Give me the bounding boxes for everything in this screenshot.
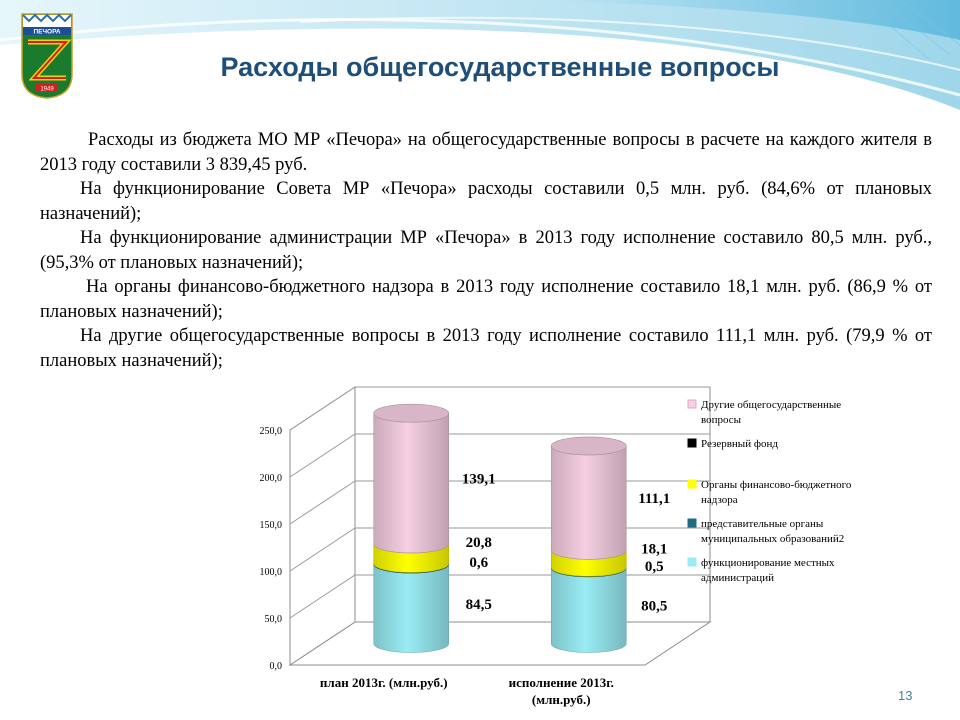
- legend-label: представительные органы: [701, 518, 824, 530]
- bar-segment: [550, 567, 627, 653]
- legend-swatch: [687, 557, 697, 567]
- data-label: 0,6: [469, 555, 488, 571]
- paragraph-per-capita: Расходы из бюджета МО МР «Печора» на общ…: [40, 130, 932, 175]
- legend-label: муниципальных образований2: [701, 533, 844, 545]
- legend-label: функционирование местных: [701, 557, 835, 569]
- description-text: Расходы из бюджета МО МР «Печора» на общ…: [40, 128, 932, 373]
- bar-top-cap: [550, 436, 627, 456]
- svg-text:ПЕЧОРА: ПЕЧОРА: [33, 29, 60, 36]
- data-label: 139,1: [462, 472, 496, 488]
- paragraph-administration: На функционирование администрации МР «Пе…: [40, 228, 932, 273]
- svg-text:1949: 1949: [40, 87, 54, 93]
- y-tick-label: 250,0: [260, 426, 283, 437]
- legend-swatch: [687, 479, 697, 489]
- chart-side-wall: [289, 386, 356, 666]
- x-category-label: (млн.руб.): [532, 692, 591, 707]
- paragraph-council: На функционирование Совета МР «Печора» р…: [40, 179, 932, 224]
- x-category-label: план 2013г. (млн.руб.): [320, 675, 448, 690]
- bar-top-cap: [373, 403, 450, 423]
- data-label: 84,5: [466, 597, 492, 613]
- y-tick-label: 200,0: [260, 473, 283, 484]
- data-label: 18,1: [641, 541, 667, 557]
- paragraph-financial-control: На органы финансово-бюджетного надзора в…: [40, 277, 932, 322]
- paragraph-other-issues: На другие общегосударственные вопросы в …: [40, 326, 932, 371]
- legend-label: администраций: [701, 572, 774, 584]
- chart-floor: [288, 621, 712, 666]
- coat-of-arms-logo: ПЕЧОРА 1949: [21, 13, 73, 99]
- page-title: Расходы общегосударственные вопросы: [220, 52, 780, 82]
- legend-label: вопросы: [701, 414, 742, 426]
- data-label: 80,5: [641, 599, 667, 615]
- data-label: 0,5: [645, 559, 664, 575]
- bar-segment: [373, 413, 450, 554]
- y-tick-label: 150,0: [260, 520, 283, 531]
- legend-swatch: [687, 518, 697, 528]
- bar-segment: [550, 445, 627, 560]
- y-tick-label: 100,0: [260, 567, 283, 578]
- legend-label: надзора: [701, 494, 738, 506]
- legend-swatch: [687, 438, 697, 448]
- data-label: 20,8: [466, 535, 492, 551]
- x-category-label: исполнение 2013г.: [509, 675, 614, 690]
- legend-label: Резервный фонд: [701, 438, 778, 450]
- page-number: 13: [898, 688, 913, 703]
- gridline: [289, 386, 710, 431]
- y-tick-label: 50,0: [265, 614, 283, 625]
- legend-swatch: [687, 399, 697, 409]
- stacked-bar-chart: 0,0 50,0 100,0 150,0 200,0 250,0 84,5 0,6 20,8 13…: [260, 386, 852, 707]
- legend-label: Органы финансово-бюджетного: [701, 479, 852, 491]
- gridline: [289, 433, 710, 478]
- y-tick-label: 0,0: [270, 661, 283, 672]
- legend-label: Другие общегосударственные: [701, 399, 841, 411]
- data-label: 111,1: [638, 491, 670, 507]
- bar-segment: [373, 564, 450, 653]
